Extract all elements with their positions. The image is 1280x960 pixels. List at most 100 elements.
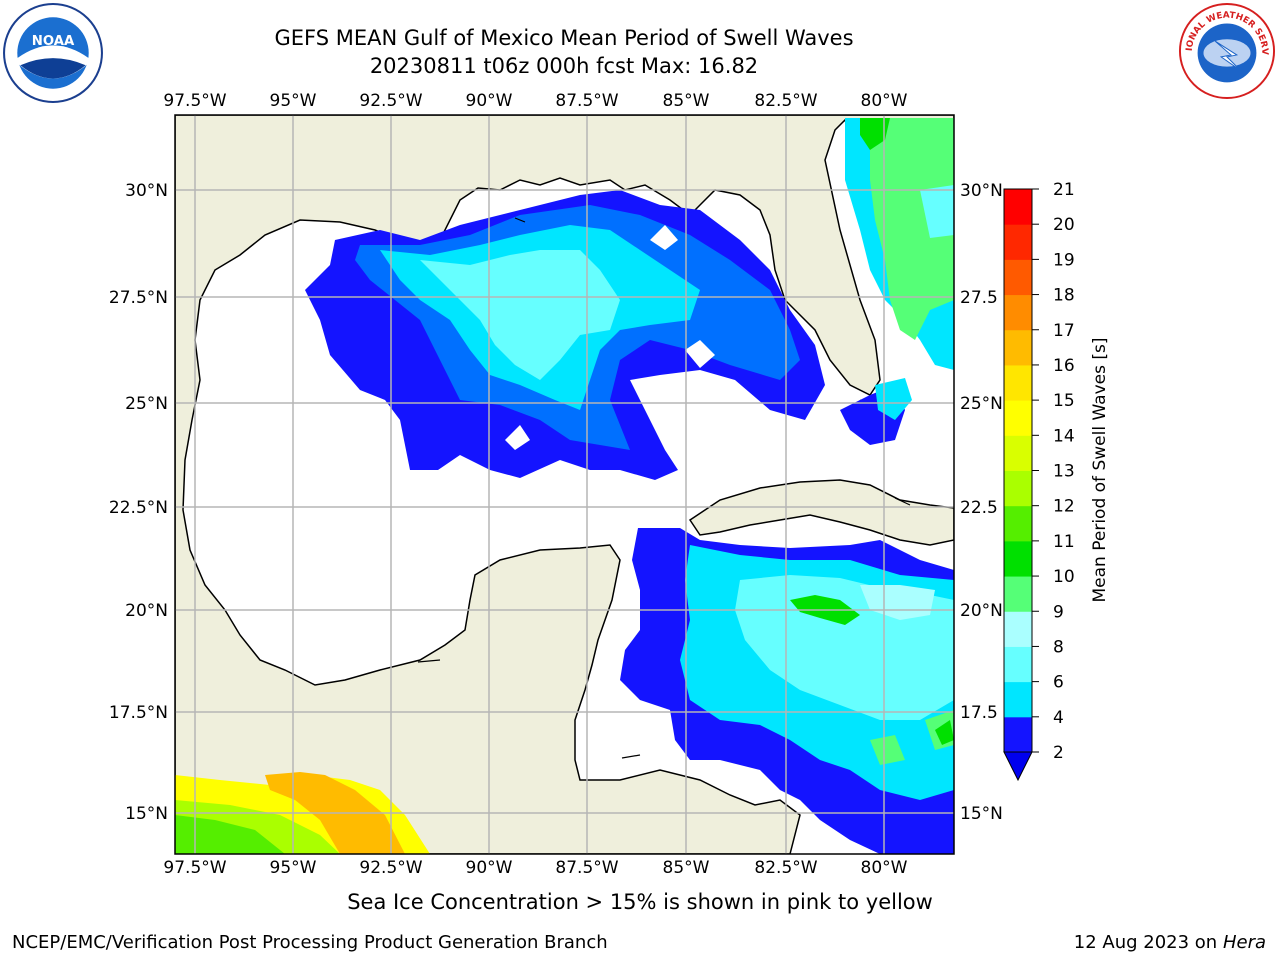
lat-label-right: 25°N [960,394,1003,414]
colorbar-segment [1004,364,1032,401]
swell-period-field [175,118,954,854]
swell-region-caribbean-green3 [935,720,954,745]
longitude-labels-bottom: 97.5°W 95°W 92.5°W 90°W 87.5°W 85°W 82.5°W 80°W [163,858,907,878]
land-masses [175,115,954,854]
lon-label-bottom: 87.5°W [555,858,618,878]
machine-name: Hera [1222,932,1266,953]
lat-label-right: 27.5 [960,288,998,308]
us-mexico-land [175,115,954,854]
colorbar-segment [1004,716,1032,753]
colorbar-segment [1004,400,1032,436]
date-value: 12 Aug 2023 on [1073,932,1218,953]
chart-title: GEFS MEAN Gulf of Mexico Mean Period of … [274,26,854,50]
sea-ice-note: Sea Ice Concentration > 15% is shown in … [0,890,1280,914]
lon-label-top: 97.5°W [163,91,226,111]
lon-label-top: 87.5°W [555,91,618,111]
colorbar-label: Mean Period of Swell Waves [s] [1090,338,1110,603]
colorbar-segment [1004,646,1032,683]
colorbar-tick-label: 12 [1053,497,1075,517]
colorbar-tick-label: 9 [1053,602,1064,622]
colorbar-tick-label: 14 [1053,426,1075,446]
swell-region-caribbean-mint [870,735,905,765]
colorbar-tick-label: 17 [1053,321,1075,341]
swell-region-atlantic-mint [870,118,954,340]
swell-region-atlantic-lightcyan [920,185,954,238]
colorbar-segment [1004,505,1032,542]
lat-label-left: 25°N [125,394,168,414]
swell-region-atlantic-green [860,118,890,150]
colorbar-tick-label: 18 [1053,286,1075,306]
colorbar-tick-label: 13 [1053,462,1075,482]
swell-region-pacific-green [175,815,285,854]
lon-label-top: 90°W [466,91,513,111]
colorbar-tick-label: 16 [1053,356,1075,376]
colorbar-extend-arrow [1003,751,1033,782]
lon-label-bottom: 85°W [663,858,710,878]
colorbar-segment [1004,294,1032,331]
latitude-labels-left: 30°N 27.5°N 25°N 22.5°N 20°N 17.5°N 15°N [109,181,168,824]
colorbar-segment [1004,681,1032,718]
lon-label-bottom: 90°W [466,858,513,878]
lat-label-right: 15°N [960,804,1003,824]
lon-label-top: 80°W [861,91,908,111]
lon-label-bottom: 95°W [270,858,317,878]
lon-label-bottom: 82.5°W [754,858,817,878]
lon-label-top: 82.5°W [754,91,817,111]
colorbar-segment [1004,470,1032,507]
lat-label-right: 30°N [960,181,1003,201]
colorbar-tick-label: 21 [1053,180,1075,200]
colorbar: 2 4 6 8 9 10 11 12 13 14 15 16 17 18 19 20 21 [1003,180,1075,782]
lat-label-right: 20°N [960,601,1003,621]
lat-label-left: 27.5°N [109,288,168,308]
colorbar-tick-label: 19 [1053,250,1075,270]
date-text: 12 Aug 2023 on Hera [1074,932,1266,953]
colorbar-tick-label: 15 [1053,391,1075,411]
cuba-land [688,479,954,546]
colorbar-segment [1004,329,1032,366]
colorbar-tick-label: 8 [1053,637,1064,657]
credit-text: NCEP/EMC/Verification Post Processing Pr… [12,932,608,953]
colorbar-tick-label: 20 [1053,215,1075,235]
colorbar-segment [1004,189,1032,225]
colorbar-tick-label: 10 [1053,567,1075,587]
colorbar-segment [1004,611,1032,647]
lon-label-bottom: 97.5°W [163,858,226,878]
colorbar-tick-label: 2 [1053,743,1064,763]
swell-gap-3 [505,425,530,450]
lon-label-top: 85°W [663,91,710,111]
lon-label-bottom: 92.5°W [359,858,422,878]
lat-label-left: 17.5°N [109,703,168,723]
swell-region-caribbean-palecyan [860,585,935,620]
longitude-labels-top: 97.5°W 95°W 92.5°W 90°W 87.5°W 85°W 82.5°W 80°W [163,91,907,111]
swell-gap-1 [650,225,678,250]
lon-label-top: 92.5°W [359,91,422,111]
lon-label-bottom: 80°W [861,858,908,878]
colorbar-tick-label: 11 [1053,532,1075,552]
nws-logo: NATIONAL WEATHER SERVICE [1176,2,1276,100]
graticule [175,115,954,854]
noaa-logo: NOAA [3,3,103,103]
colorbar-tick-label: 4 [1053,708,1064,728]
colorbar-segment [1004,435,1032,471]
lat-label-left: 30°N [125,181,168,201]
lon-label-top: 95°W [270,91,317,111]
colorbar-segment [1004,259,1032,296]
swell-region-gulf-lightcyan [420,250,620,380]
sea-ice-note-text: Sea Ice Concentration > 15% is shown in … [347,890,933,914]
colorbar-segment [1004,576,1032,612]
latitude-labels-right: 30°N 27.5 25°N 22.5 20°N 17.5 15°N [960,181,1003,824]
noaa-logo-text: NOAA [32,34,75,49]
colorbar-segment [1004,224,1032,260]
lat-label-right: 17.5 [960,703,998,723]
lat-label-left: 15°N [125,804,168,824]
map-border [174,114,955,855]
colorbar-tick-label: 6 [1053,673,1064,693]
map-frame-content [175,115,954,854]
swell-gap-2 [685,340,715,368]
lat-label-right: 22.5 [960,498,998,518]
lat-label-left: 22.5°N [109,498,168,518]
lat-label-left: 20°N [125,601,168,621]
coastline-details [417,217,911,759]
chart-subtitle: 20230811 t06z 000h fcst Max: 16.82 [369,54,759,78]
